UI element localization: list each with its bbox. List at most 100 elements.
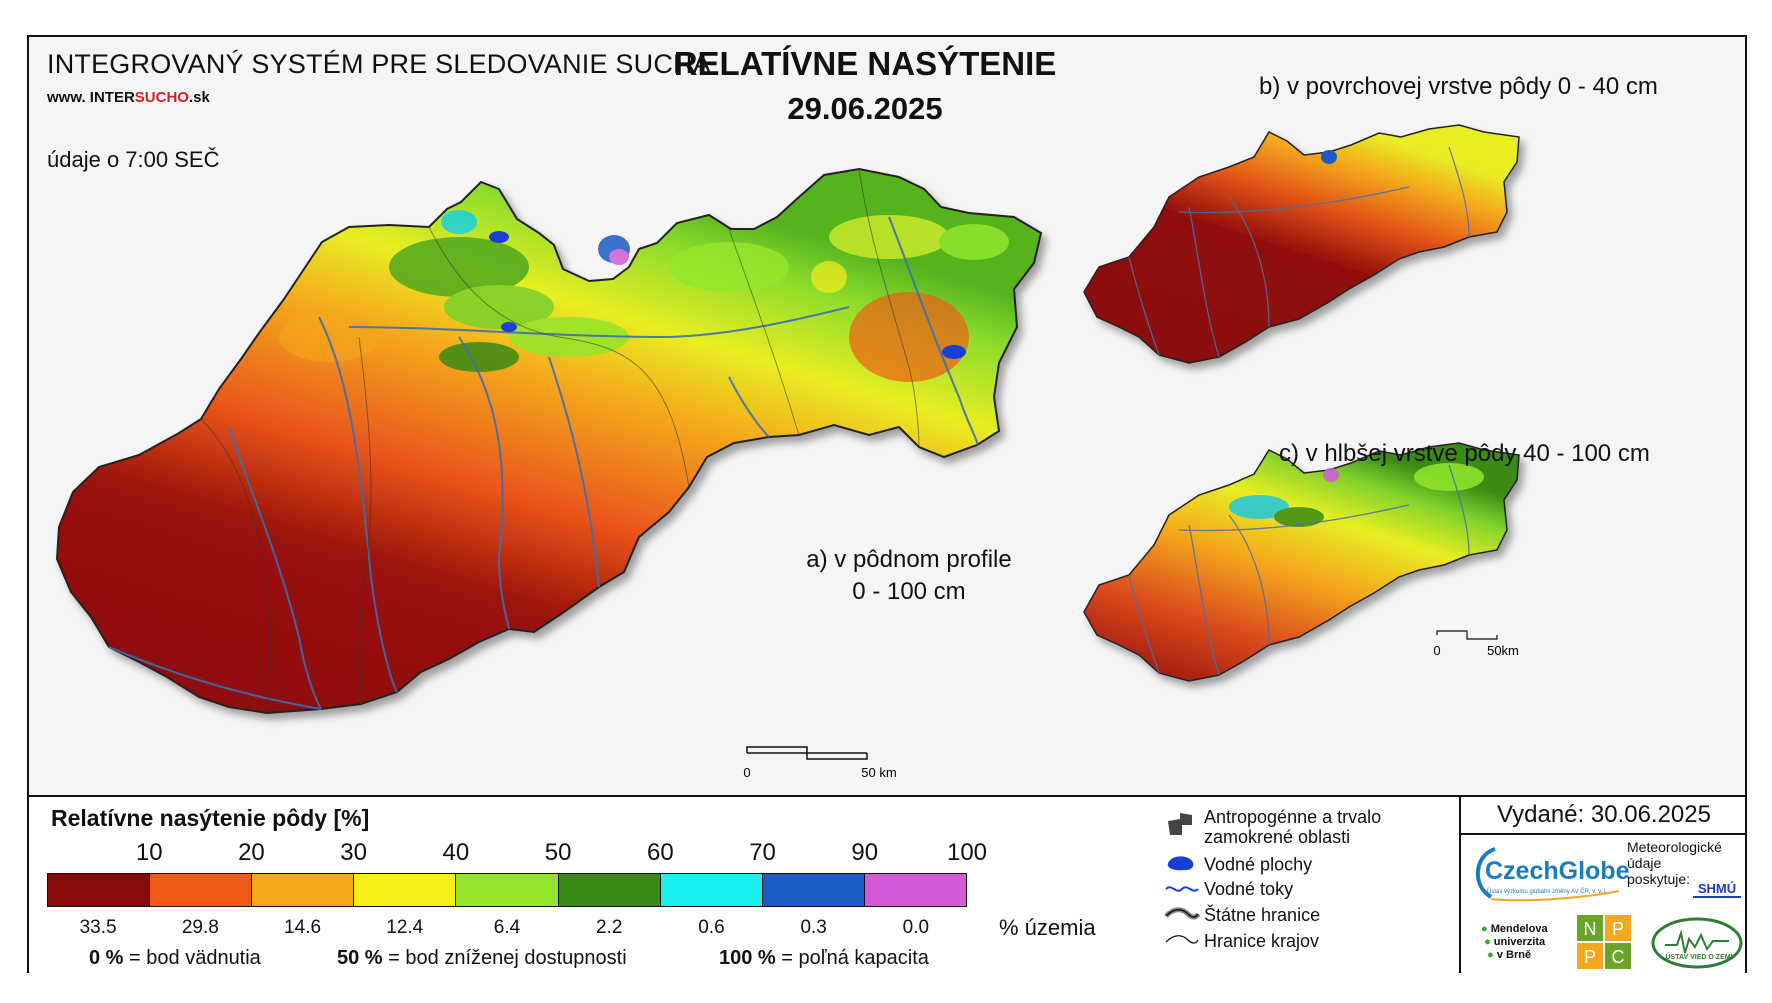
water-bodies-label: Vodné plochy bbox=[1204, 854, 1313, 875]
website-link[interactable]: www. INTERSUCHO.sk bbox=[47, 89, 210, 106]
legend-tick-label: 70 bbox=[749, 839, 776, 866]
anthropogenic-icon bbox=[1164, 811, 1204, 843]
legend-territory-percent: 2.2 bbox=[596, 917, 623, 938]
def-capacity-text: = poľná kapacita bbox=[781, 947, 929, 969]
legend-territory-percent: 33.5 bbox=[79, 917, 117, 938]
time-info: údaje o 7:00 SEČ bbox=[47, 147, 220, 172]
website-sucho: SUCHO bbox=[134, 89, 189, 106]
def-reduced-value: 50 % bbox=[337, 947, 383, 969]
profile-label: a) v pôdnom profile bbox=[806, 546, 1012, 573]
surface-layer-label: b) v povrchovej vrstve pôdy 0 - 40 cm bbox=[1259, 73, 1658, 100]
mendel-line1: Mendelova bbox=[1490, 923, 1548, 935]
legend-title: Relatívne nasýtenie pôdy [%] bbox=[51, 805, 370, 831]
website-inter: INTER bbox=[89, 89, 135, 106]
czechglobe-logo: CzechGlobe Ústav výzkumu globální změny … bbox=[1469, 841, 1629, 903]
water-stream-icon bbox=[1164, 880, 1204, 901]
def-capacity: 100 % = poľná kapacita bbox=[719, 947, 929, 970]
legend-tick-label: 60 bbox=[646, 839, 674, 866]
legend-color-bar bbox=[47, 873, 967, 907]
def-wilting-value: 0 % bbox=[89, 947, 124, 969]
npp-p2: P bbox=[1584, 947, 1596, 967]
uvz-name: ÚSTAV VIED O ZEMI bbox=[1665, 952, 1732, 961]
legend-territory-percent: 12.4 bbox=[386, 917, 424, 938]
symbol-anthropogenic: Antropogénne a trvalo zamokrené oblasti bbox=[1164, 807, 1381, 847]
legend-color-segment bbox=[456, 874, 559, 906]
small-scale-bar bbox=[1436, 630, 1498, 640]
main-scale-bar bbox=[746, 746, 868, 760]
czechglobe-name: CzechGlobe bbox=[1485, 857, 1630, 885]
main-map-highland-patches bbox=[279, 210, 1009, 382]
def-capacity-value: 100 % bbox=[719, 947, 776, 969]
czechglobe-subtitle: Ústav výzkumu globální změny AV ČR, v. v… bbox=[1487, 889, 1608, 895]
surface-layer-wet-spot bbox=[1321, 150, 1337, 164]
map-area: 0 50 km 0 50km INTEGROVANÝ SYSTÉM PRE SL… bbox=[29, 37, 1745, 795]
legend-tick-label: 20 bbox=[238, 839, 265, 866]
website-prefix: www. bbox=[47, 89, 86, 106]
publisher-box: Vydané: 30.06.2025 CzechGlobe Ústav výzk… bbox=[1459, 797, 1747, 973]
page-title: RELATÍVNE NASÝTENIE bbox=[673, 45, 1057, 82]
profile-depth-label: 0 - 100 cm bbox=[852, 578, 966, 605]
mendel-line3: v Brně bbox=[1496, 949, 1532, 961]
main-map-water-bodies bbox=[489, 231, 966, 359]
system-title: INTEGROVANÝ SYSTÉM PRE SLEDOVANIE SUCHA bbox=[47, 49, 711, 79]
issued-date: Vydané: 30.06.2025 bbox=[1497, 801, 1711, 828]
mendel-university-logo: ● Mendelova ● univerzita ● v Brně bbox=[1481, 923, 1548, 961]
legend-color-segment bbox=[48, 874, 151, 906]
region-borders-label: Hranice krajov bbox=[1204, 931, 1320, 951]
water-streams-label: Vodné toky bbox=[1204, 879, 1294, 899]
def-reduced-text: = bod zníženej dostupnosti bbox=[388, 947, 627, 969]
state-border-icon bbox=[1164, 906, 1204, 927]
def-wilting: 0 % = bod vädnutia bbox=[89, 947, 261, 970]
met-line1: Meteorologické bbox=[1627, 839, 1722, 855]
def-wilting-text: = bod vädnutia bbox=[129, 947, 261, 969]
deep-layer-patches bbox=[1229, 463, 1484, 527]
legend-color-segment bbox=[558, 874, 661, 906]
map-date: 29.06.2025 bbox=[787, 91, 943, 126]
shmu-name: SHMÚ bbox=[1698, 881, 1736, 896]
legend-tick-label: 40 bbox=[442, 839, 470, 866]
surface-layer-rivers bbox=[1128, 146, 1470, 358]
npp-n: N bbox=[1584, 919, 1597, 939]
earth-science-institute-logo: ÚSTAV VIED O ZEMI bbox=[1651, 917, 1743, 969]
symbol-water-bodies: Vodné plochy bbox=[1164, 853, 1312, 878]
issued-divider bbox=[1461, 833, 1747, 835]
legend-tick-label: 90 bbox=[851, 839, 879, 866]
deep-layer-rivers bbox=[1128, 464, 1470, 676]
legend-color-segment bbox=[354, 874, 457, 906]
npp-logo: N P P C bbox=[1577, 915, 1631, 969]
main-scale-end: 50 km bbox=[861, 765, 896, 780]
met-provider-text: Meteorologické údaje poskytuje: bbox=[1627, 839, 1722, 887]
symbol-region-borders: Hranice krajov bbox=[1164, 931, 1319, 953]
met-line2: údaje bbox=[1627, 855, 1662, 871]
legend-panel: Relatívne nasýtenie pôdy [%] 10 20 30 40 50 6… bbox=[29, 795, 1747, 973]
def-reduced: 50 % = bod zníženej dostupnosti bbox=[337, 947, 627, 970]
legend-territory-percent: 0.6 bbox=[698, 917, 725, 938]
water-body-icon bbox=[1164, 853, 1204, 878]
symbol-water-streams: Vodné toky bbox=[1164, 879, 1293, 901]
deep-layer-label: c) v hlbšej vrstve pôdy 40 - 100 cm bbox=[1279, 440, 1650, 467]
deep-layer-map bbox=[1083, 442, 1520, 682]
main-scale-start: 0 bbox=[743, 765, 750, 780]
npp-p1: P bbox=[1612, 919, 1624, 939]
small-scale-start: 0 bbox=[1433, 643, 1440, 658]
legend-tick-label: 50 bbox=[544, 839, 572, 866]
surface-layer-map bbox=[1083, 124, 1520, 364]
website-suffix: .sk bbox=[188, 89, 210, 106]
legend-territory-percent: 14.6 bbox=[284, 917, 322, 938]
legend-territory-percent: 0.0 bbox=[902, 917, 930, 938]
symbol-state-borders: Štátne hranice bbox=[1164, 905, 1320, 927]
legend-tick-label: 100 bbox=[946, 839, 988, 866]
legend-territory-percent: 6.4 bbox=[493, 917, 521, 938]
maps-canvas: 0 50 km 0 50km bbox=[55, 124, 1520, 780]
anthropogenic-line1: Antropogénne a trvalo bbox=[1204, 807, 1382, 827]
legend-territory-percent: 0.3 bbox=[800, 917, 827, 938]
legend-tick-label: 30 bbox=[340, 839, 368, 866]
anthropogenic-line2: zamokrené oblasti bbox=[1204, 827, 1351, 847]
territory-unit: % územia bbox=[999, 915, 1096, 940]
mendel-line2: univerzita bbox=[1493, 936, 1546, 948]
legend-territory-percent: 29.8 bbox=[181, 917, 219, 938]
legend-color-segment bbox=[252, 874, 355, 906]
small-scale-end: 50km bbox=[1487, 643, 1519, 658]
main-map-rivers bbox=[108, 216, 979, 710]
map-frame: 0 50 km 0 50km INTEGROVANÝ SYSTÉM PRE SL… bbox=[27, 35, 1747, 973]
